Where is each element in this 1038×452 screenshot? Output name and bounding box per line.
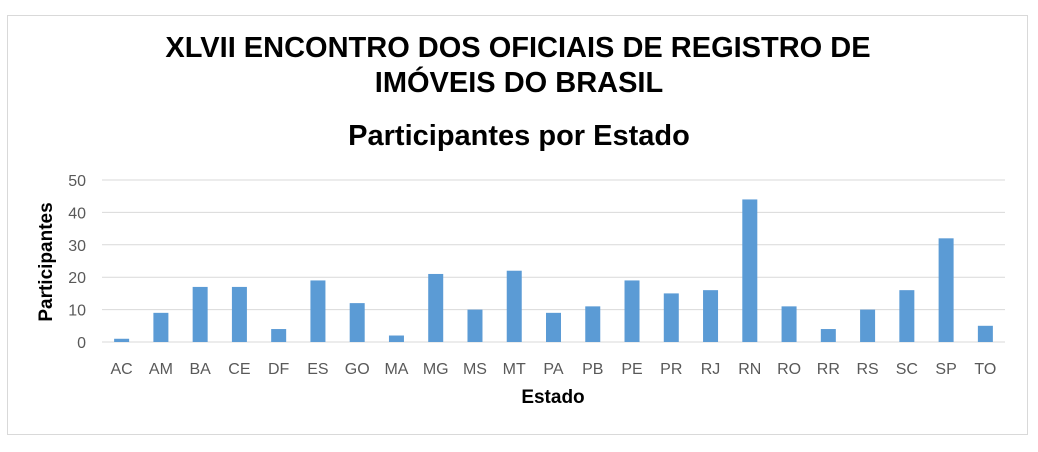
- x-tick-labels: AC AM BA CE DF ES GO MA MG MS MT PA PB PE PR RJ RN RO RR RS…: [111, 361, 997, 378]
- x-tick-label: PE: [621, 361, 642, 378]
- bar-ma: [388, 335, 404, 342]
- bar-ce: [231, 286, 247, 342]
- x-tick-label: PB: [582, 361, 603, 378]
- x-tick-label: PA: [543, 361, 563, 378]
- bar-mg: [428, 273, 444, 342]
- x-tick-label: GO: [345, 361, 370, 378]
- y-tick-label: 10: [68, 303, 86, 320]
- bar-am: [153, 312, 169, 342]
- bar-pb: [585, 306, 601, 342]
- x-tick-label: RS: [856, 361, 878, 378]
- bar-ba: [192, 286, 208, 342]
- x-tick-label: MG: [423, 361, 449, 378]
- y-tick-labels: 0 10 20 30 40 50: [68, 173, 86, 352]
- y-tick-label: 30: [68, 238, 86, 255]
- bar-go: [349, 303, 365, 342]
- bar-pa: [546, 312, 561, 342]
- bar-ro: [781, 306, 797, 342]
- bar-df: [271, 329, 287, 342]
- bar-sp: [938, 238, 954, 342]
- bar-rj: [703, 290, 719, 342]
- bar-pe: [624, 280, 640, 342]
- x-tick-label: TO: [974, 361, 996, 378]
- bar-rr: [820, 329, 836, 342]
- bar-ms: [467, 309, 483, 342]
- x-tick-label: BA: [189, 361, 211, 378]
- x-tick-label: RN: [738, 361, 761, 378]
- x-tick-label: RO: [777, 361, 801, 378]
- chart-title-line-2: IMÓVEIS DO BRASIL: [374, 67, 664, 99]
- bar-mt: [506, 270, 522, 342]
- y-tick-label: 50: [68, 173, 86, 190]
- bar-rs: [860, 309, 876, 342]
- bar-sc: [899, 290, 915, 342]
- x-tick-label: MS: [463, 361, 487, 378]
- bars: [114, 199, 993, 342]
- bar-es: [310, 280, 326, 342]
- bar-pr: [663, 293, 679, 342]
- x-tick-label: CE: [228, 361, 250, 378]
- chart-subtitle: Participantes por Estado: [348, 120, 690, 152]
- chart-title-line-1: XLVII ENCONTRO DOS OFICIAIS DE REGISTRO …: [165, 32, 871, 64]
- x-tick-label: SP: [935, 361, 956, 378]
- x-tick-label: PR: [660, 361, 682, 378]
- x-tick-label: RR: [817, 361, 840, 378]
- chart-frame: [7, 15, 1028, 435]
- y-tick-label: 20: [68, 270, 86, 287]
- x-tick-label: AM: [149, 361, 173, 378]
- bar-rn: [742, 199, 758, 342]
- x-tick-label: AC: [111, 361, 133, 378]
- x-tick-label: SC: [896, 361, 918, 378]
- bar-ac: [114, 338, 130, 342]
- x-tick-label: ES: [307, 361, 328, 378]
- x-tick-label: MT: [503, 361, 526, 378]
- x-tick-label: DF: [268, 361, 290, 378]
- y-tick-label: 40: [68, 205, 86, 222]
- x-tick-label: MA: [384, 361, 408, 378]
- x-axis-label: Estado: [521, 387, 585, 408]
- x-tick-label: RJ: [701, 361, 721, 378]
- y-tick-label: 0: [77, 335, 86, 352]
- bar-to: [977, 325, 993, 342]
